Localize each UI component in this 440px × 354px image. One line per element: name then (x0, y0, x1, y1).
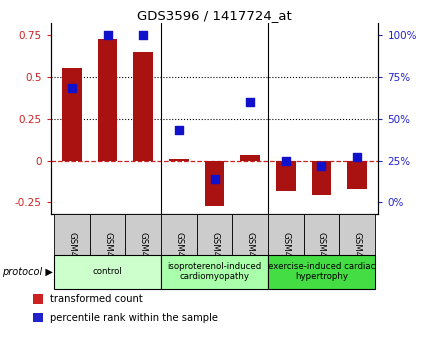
Text: GSM466399: GSM466399 (281, 233, 290, 285)
Text: GSM466400: GSM466400 (317, 233, 326, 285)
Bar (90, 214, 125, 255)
Bar (339, 214, 375, 255)
Bar (125, 214, 161, 255)
Text: GSM466348: GSM466348 (103, 233, 112, 285)
Text: isoproterenol-induced
cardiomyopathy: isoproterenol-induced cardiomyopathy (167, 262, 262, 281)
Point (318, 163, 325, 169)
Bar (33, 294, 44, 304)
Bar (240, 155, 260, 160)
Bar (205, 160, 224, 206)
Point (140, 32, 147, 38)
Text: GSM466350: GSM466350 (174, 233, 183, 285)
Text: protocol ▶: protocol ▶ (2, 267, 53, 277)
Bar (54, 255, 161, 289)
Bar (169, 159, 189, 160)
Title: GDS3596 / 1417724_at: GDS3596 / 1417724_at (137, 9, 292, 22)
Text: percentile rank within the sample: percentile rank within the sample (50, 313, 218, 322)
Text: control: control (93, 267, 122, 276)
Bar (54, 214, 90, 255)
Bar (312, 160, 331, 195)
Text: GSM466351: GSM466351 (210, 233, 219, 285)
Bar (161, 255, 268, 289)
Text: transformed count: transformed count (50, 294, 143, 304)
Bar (268, 214, 304, 255)
Text: exercise-induced cardiac
hypertrophy: exercise-induced cardiac hypertrophy (268, 262, 375, 281)
Text: GSM466401: GSM466401 (352, 233, 362, 285)
Point (211, 176, 218, 182)
Bar (33, 313, 44, 322)
Point (246, 99, 253, 105)
Point (282, 158, 289, 163)
Point (353, 154, 360, 160)
Text: GSM466349: GSM466349 (139, 233, 148, 285)
Bar (98, 39, 117, 160)
Bar (268, 255, 375, 289)
Bar (62, 68, 82, 160)
Bar (232, 214, 268, 255)
Bar (276, 160, 296, 191)
Bar (197, 214, 232, 255)
Text: GSM466341: GSM466341 (67, 233, 77, 285)
Point (104, 32, 111, 38)
Bar (347, 160, 367, 189)
Bar (304, 214, 339, 255)
Point (176, 127, 183, 133)
Bar (161, 214, 197, 255)
Text: GSM466394: GSM466394 (246, 233, 255, 285)
Bar (133, 52, 153, 160)
Point (69, 86, 76, 91)
